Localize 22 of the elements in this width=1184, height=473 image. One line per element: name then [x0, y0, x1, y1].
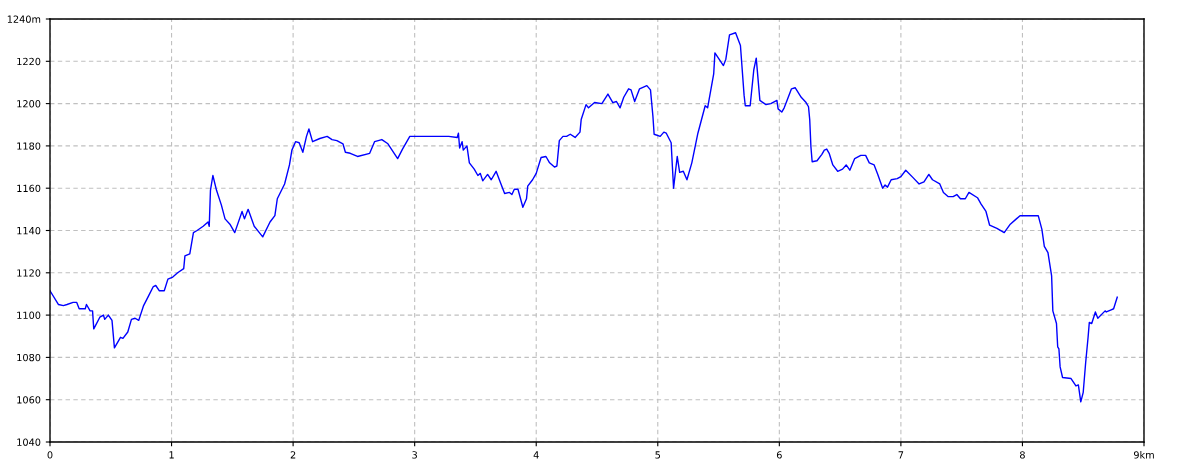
y-tick-label: 1040	[17, 438, 41, 446]
y-tick-label: 1080	[17, 353, 41, 362]
x-tick-label: 2	[290, 451, 296, 459]
y-tick-label: 1220	[17, 57, 41, 66]
y-tick-label: 1180	[17, 142, 41, 150]
x-tick-label: 0	[47, 451, 53, 459]
y-tick-label: 1060	[17, 396, 41, 404]
x-tick-label: 5	[655, 451, 661, 459]
x-tick-label: 4	[533, 451, 539, 459]
x-tick-label: 3	[412, 451, 417, 459]
y-tick-label: 1200	[17, 100, 41, 108]
y-tick-label: 1120	[17, 269, 41, 277]
y-tick-label: 1160	[17, 184, 41, 193]
x-tick-label: 1	[169, 451, 174, 459]
y-tick-label: 1140	[17, 226, 41, 235]
x-tick-label: 6	[776, 451, 782, 459]
x-tick-label: 7	[898, 451, 904, 459]
x-tick-label: 8	[1020, 451, 1025, 459]
line-series	[50, 32, 1118, 403]
y-tick-label: 1100	[17, 311, 41, 319]
x-tick-label: 9km	[1133, 451, 1154, 459]
y-tick-label: 1240m	[7, 15, 41, 23]
